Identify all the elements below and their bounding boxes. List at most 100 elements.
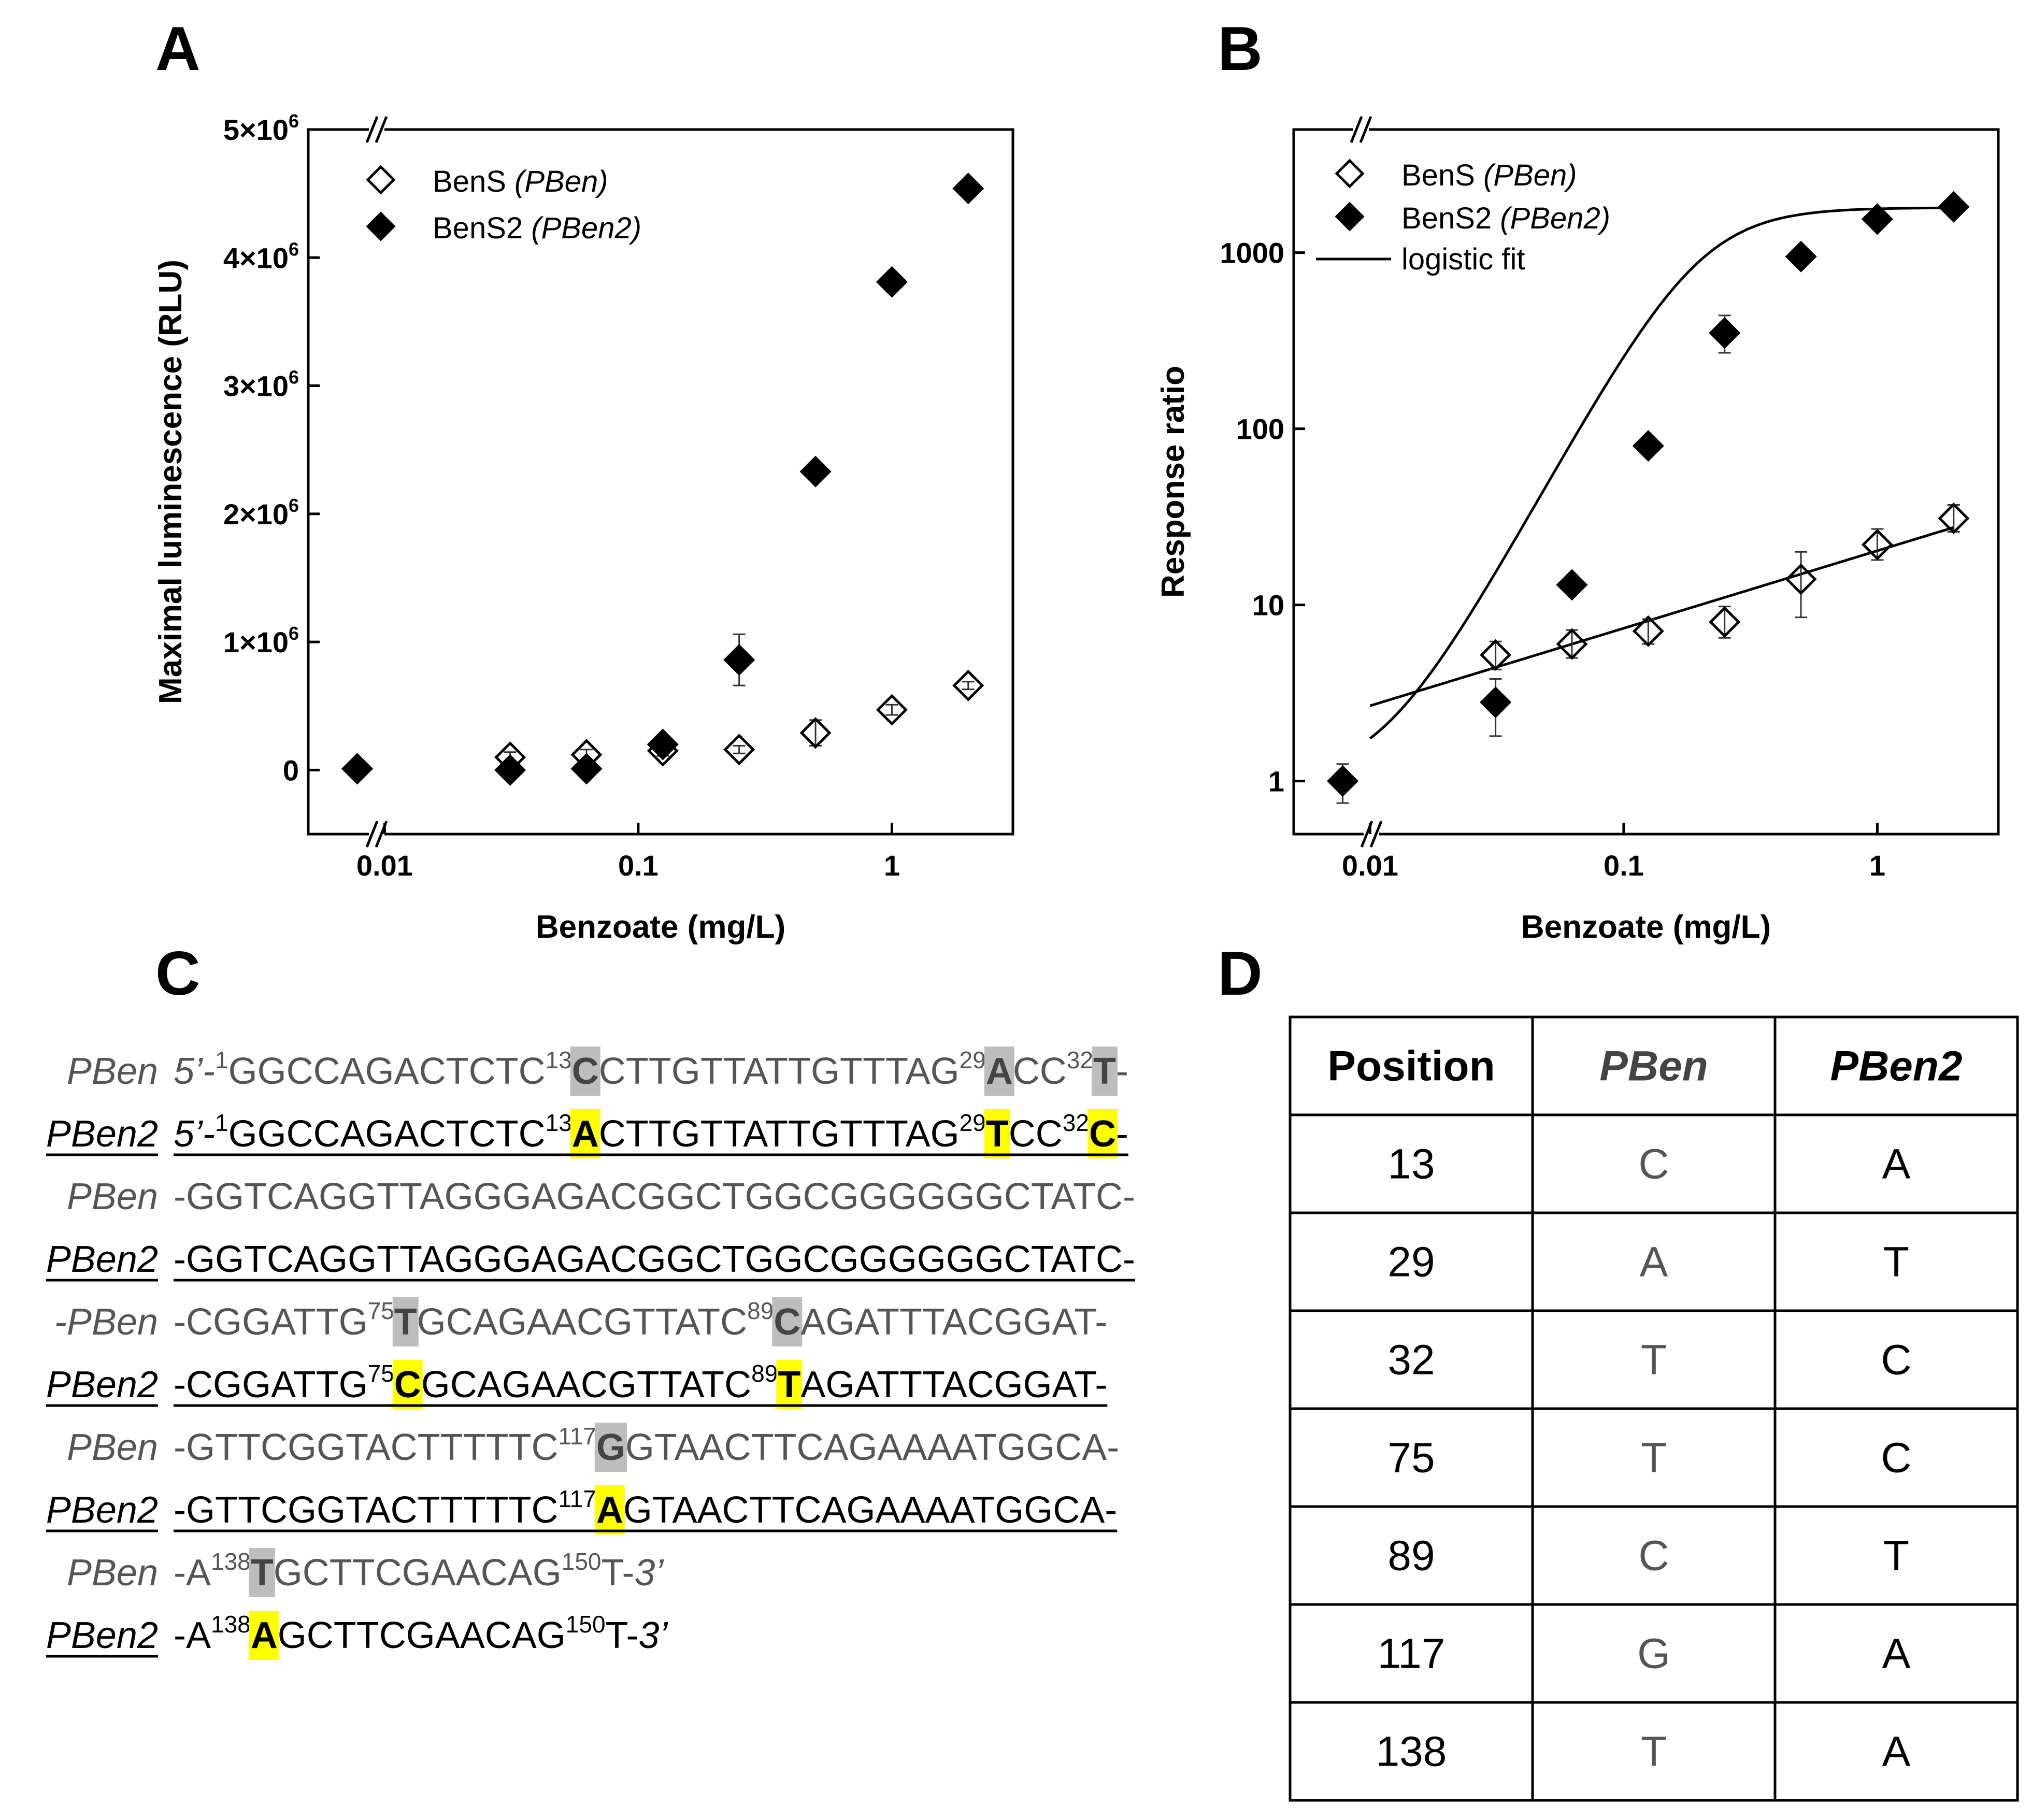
chart-b-point-bens2: [1632, 430, 1664, 462]
chart-b-point-bens2: [1709, 317, 1741, 349]
chart-a-x-tick-label: 0.1: [618, 849, 659, 882]
chart-b-y-tick-label: 10: [1252, 589, 1284, 622]
table-cell: C: [1638, 1141, 1669, 1188]
sequence-segment: 3’: [639, 1615, 668, 1656]
panel-label-c: C: [155, 939, 201, 1008]
sequence-position-number: 1: [215, 1047, 228, 1073]
sequence-mutated-base: A: [251, 1615, 278, 1656]
sequence-row-label: PBen: [67, 1552, 158, 1594]
sequence-segment: -CGGATTG: [174, 1364, 368, 1406]
chart-b-point-bens2: [1327, 765, 1359, 797]
sequence-segment: -A: [174, 1615, 211, 1656]
sequence-alignment: PBen 5’- 1 GGCCAGACTCTC 13 C CTTGTTATTGTTTAG 29…: [46, 1047, 1135, 1660]
sequence-segment: 5’-: [174, 1113, 215, 1155]
chart-a-point-bens: [876, 694, 908, 726]
sequence-row-pben2: PBen2 -GGTCAGGTTAGGGAGACGGCTGGCGGGGGGCTAT…: [46, 1239, 1135, 1282]
chart-a-point-bens2: [799, 455, 832, 488]
sequence-segment: GCTTCGAACAG: [274, 1552, 562, 1594]
sequence-segment: 5’-: [174, 1051, 215, 1092]
sequence-base-highlight: [392, 1297, 419, 1346]
chart-a-x-axis-title: Benzoate (mg/L): [536, 909, 785, 945]
table-header-cell: PBen2: [1830, 1043, 1962, 1090]
sequence-position-number: 117: [559, 1423, 596, 1450]
sequence-row-label: PBen2: [46, 1489, 158, 1531]
chart-a-y-axis-title: Maximal luminescence (RLU): [153, 260, 189, 704]
chart-a-point-bens2: [570, 753, 603, 785]
chart-a-x-tick-label: 1: [884, 849, 900, 882]
table-cell: C: [1638, 1532, 1669, 1580]
chart-b-point-bens2: [1938, 191, 1970, 223]
sequence-base-highlight: [776, 1360, 803, 1409]
sequence-row-label: PBen2: [46, 1113, 158, 1155]
chart-b-y-tick-label: 1000: [1220, 237, 1284, 269]
table-cell: T: [1641, 1728, 1667, 1775]
chart-b-point-bens: [1861, 528, 1893, 561]
sequence-segment: GCAGAACGTTATC: [417, 1301, 747, 1343]
sequence-position-number: 89: [751, 1360, 778, 1387]
table-cell: C: [1881, 1337, 1911, 1384]
chart-b-point-bens: [1480, 639, 1512, 671]
chart-b-point-bens: [1556, 628, 1588, 660]
sequence-base-highlight: [392, 1360, 423, 1409]
panel-label-b: B: [1218, 14, 1263, 83]
sequence-mutated-base: T: [778, 1364, 800, 1406]
table-header-cell: PBen: [1599, 1043, 1708, 1090]
sequence-position-number: 150: [566, 1611, 606, 1638]
chart-b-legend: BenS (PBen) BenS2 (PBen2) logistic fit: [1316, 159, 1610, 276]
chart-b-y-axis-title: Response ratio: [1155, 366, 1191, 598]
sequence-position-number: 150: [562, 1548, 602, 1575]
sequence-row-pben: PBen 5’- 1 GGCCAGACTCTC 13 C CTTGTTATTGTTTAG 29…: [67, 1047, 1128, 1096]
chart-a-point-bens: [723, 734, 755, 766]
chart-a-point-bens: [952, 669, 984, 701]
table-cell: 75: [1387, 1435, 1435, 1482]
chart-a: 0 1×106 2×106 3×106 4×106 5×106 0.01 0.1 1 Benz…: [153, 110, 1014, 945]
sequence-mutated-base: C: [394, 1364, 421, 1406]
panel-label-a: A: [155, 14, 201, 83]
chart-b-top-axis-break: [1350, 116, 1372, 143]
sequence-row-label: PBen: [67, 1427, 158, 1468]
chart-b-point-bens: [1785, 563, 1817, 595]
chart-b-point-bens: [1632, 615, 1664, 647]
sequence-segment: T-: [602, 1552, 635, 1594]
chart-b-x-tick-label: 1: [1869, 849, 1885, 882]
chart-b-y-tick-label: 1: [1268, 765, 1284, 798]
sequence-segment: -: [1116, 1051, 1128, 1092]
chart-b-fit-curve-bens2: [1369, 206, 1954, 740]
sequence-position-number: 13: [546, 1047, 572, 1073]
table-cell: C: [1881, 1435, 1911, 1482]
sequence-position-number: 138: [211, 1611, 251, 1638]
sequence-segment: -GTTCGGTACTTTTTC: [174, 1489, 559, 1531]
table-cell: T: [1641, 1337, 1667, 1384]
chart-a-point-bens2: [952, 173, 984, 205]
table-cell: T: [1641, 1435, 1667, 1482]
chart-a-y-tick-label: 4×106: [223, 238, 299, 274]
chart-a-x-tick-label: 0.01: [356, 849, 413, 882]
chart-b-legend-fit: logistic fit: [1401, 242, 1525, 276]
sequence-row-label: PBen: [67, 1176, 158, 1217]
chart-b-point-bens2: [1556, 569, 1588, 601]
table-cell: A: [1882, 1141, 1911, 1188]
sequence-row-label: PBen2: [46, 1239, 158, 1280]
sequence-mutated-base: T: [986, 1113, 1009, 1155]
table-cell: 29: [1387, 1239, 1435, 1286]
sequence-segment: -GGTCAGGTTAGGGAGACGGCTGGCGGGGGGCTATC-: [174, 1239, 1135, 1280]
chart-b-frame: [1292, 128, 2000, 836]
sequence-position-number: 29: [960, 1109, 986, 1136]
chart-a-legend: BenS (PBen) BenS2 (PBen2): [366, 165, 641, 245]
chart-b-fit-curve-bens: [1369, 526, 1954, 707]
sequence-base-highlight: [984, 1109, 1010, 1158]
chart-a-y-tick-label: 3×106: [223, 367, 299, 403]
sequence-row-pben2: PBen2 -GTTCGGTACTTTTTC 117 A GTAACTTCAGAAAAT…: [46, 1485, 1118, 1535]
sequence-base-highlight: [594, 1485, 625, 1535]
sequence-segment: GCTTCGAACAG: [278, 1615, 566, 1656]
sequence-segment: CC: [1013, 1051, 1067, 1092]
sequence-mutated-base: T: [1093, 1051, 1116, 1092]
sequence-position-number: 29: [960, 1047, 986, 1073]
sequence-segment: AGATTTACGGAT-: [800, 1364, 1107, 1406]
chart-a-point-bens: [799, 717, 832, 749]
sequence-mutated-base: A: [986, 1051, 1013, 1092]
chart-b-point-bens2: [1785, 240, 1817, 273]
sequence-segment: GGCCAGACTCTC: [228, 1113, 546, 1155]
sequence-row-pben2: PBen2 -CGGATTG 75 C GCAGAACGTTATC 89 T AGATTTAC…: [46, 1360, 1108, 1409]
chart-b-y-tick-label: 100: [1236, 413, 1284, 446]
